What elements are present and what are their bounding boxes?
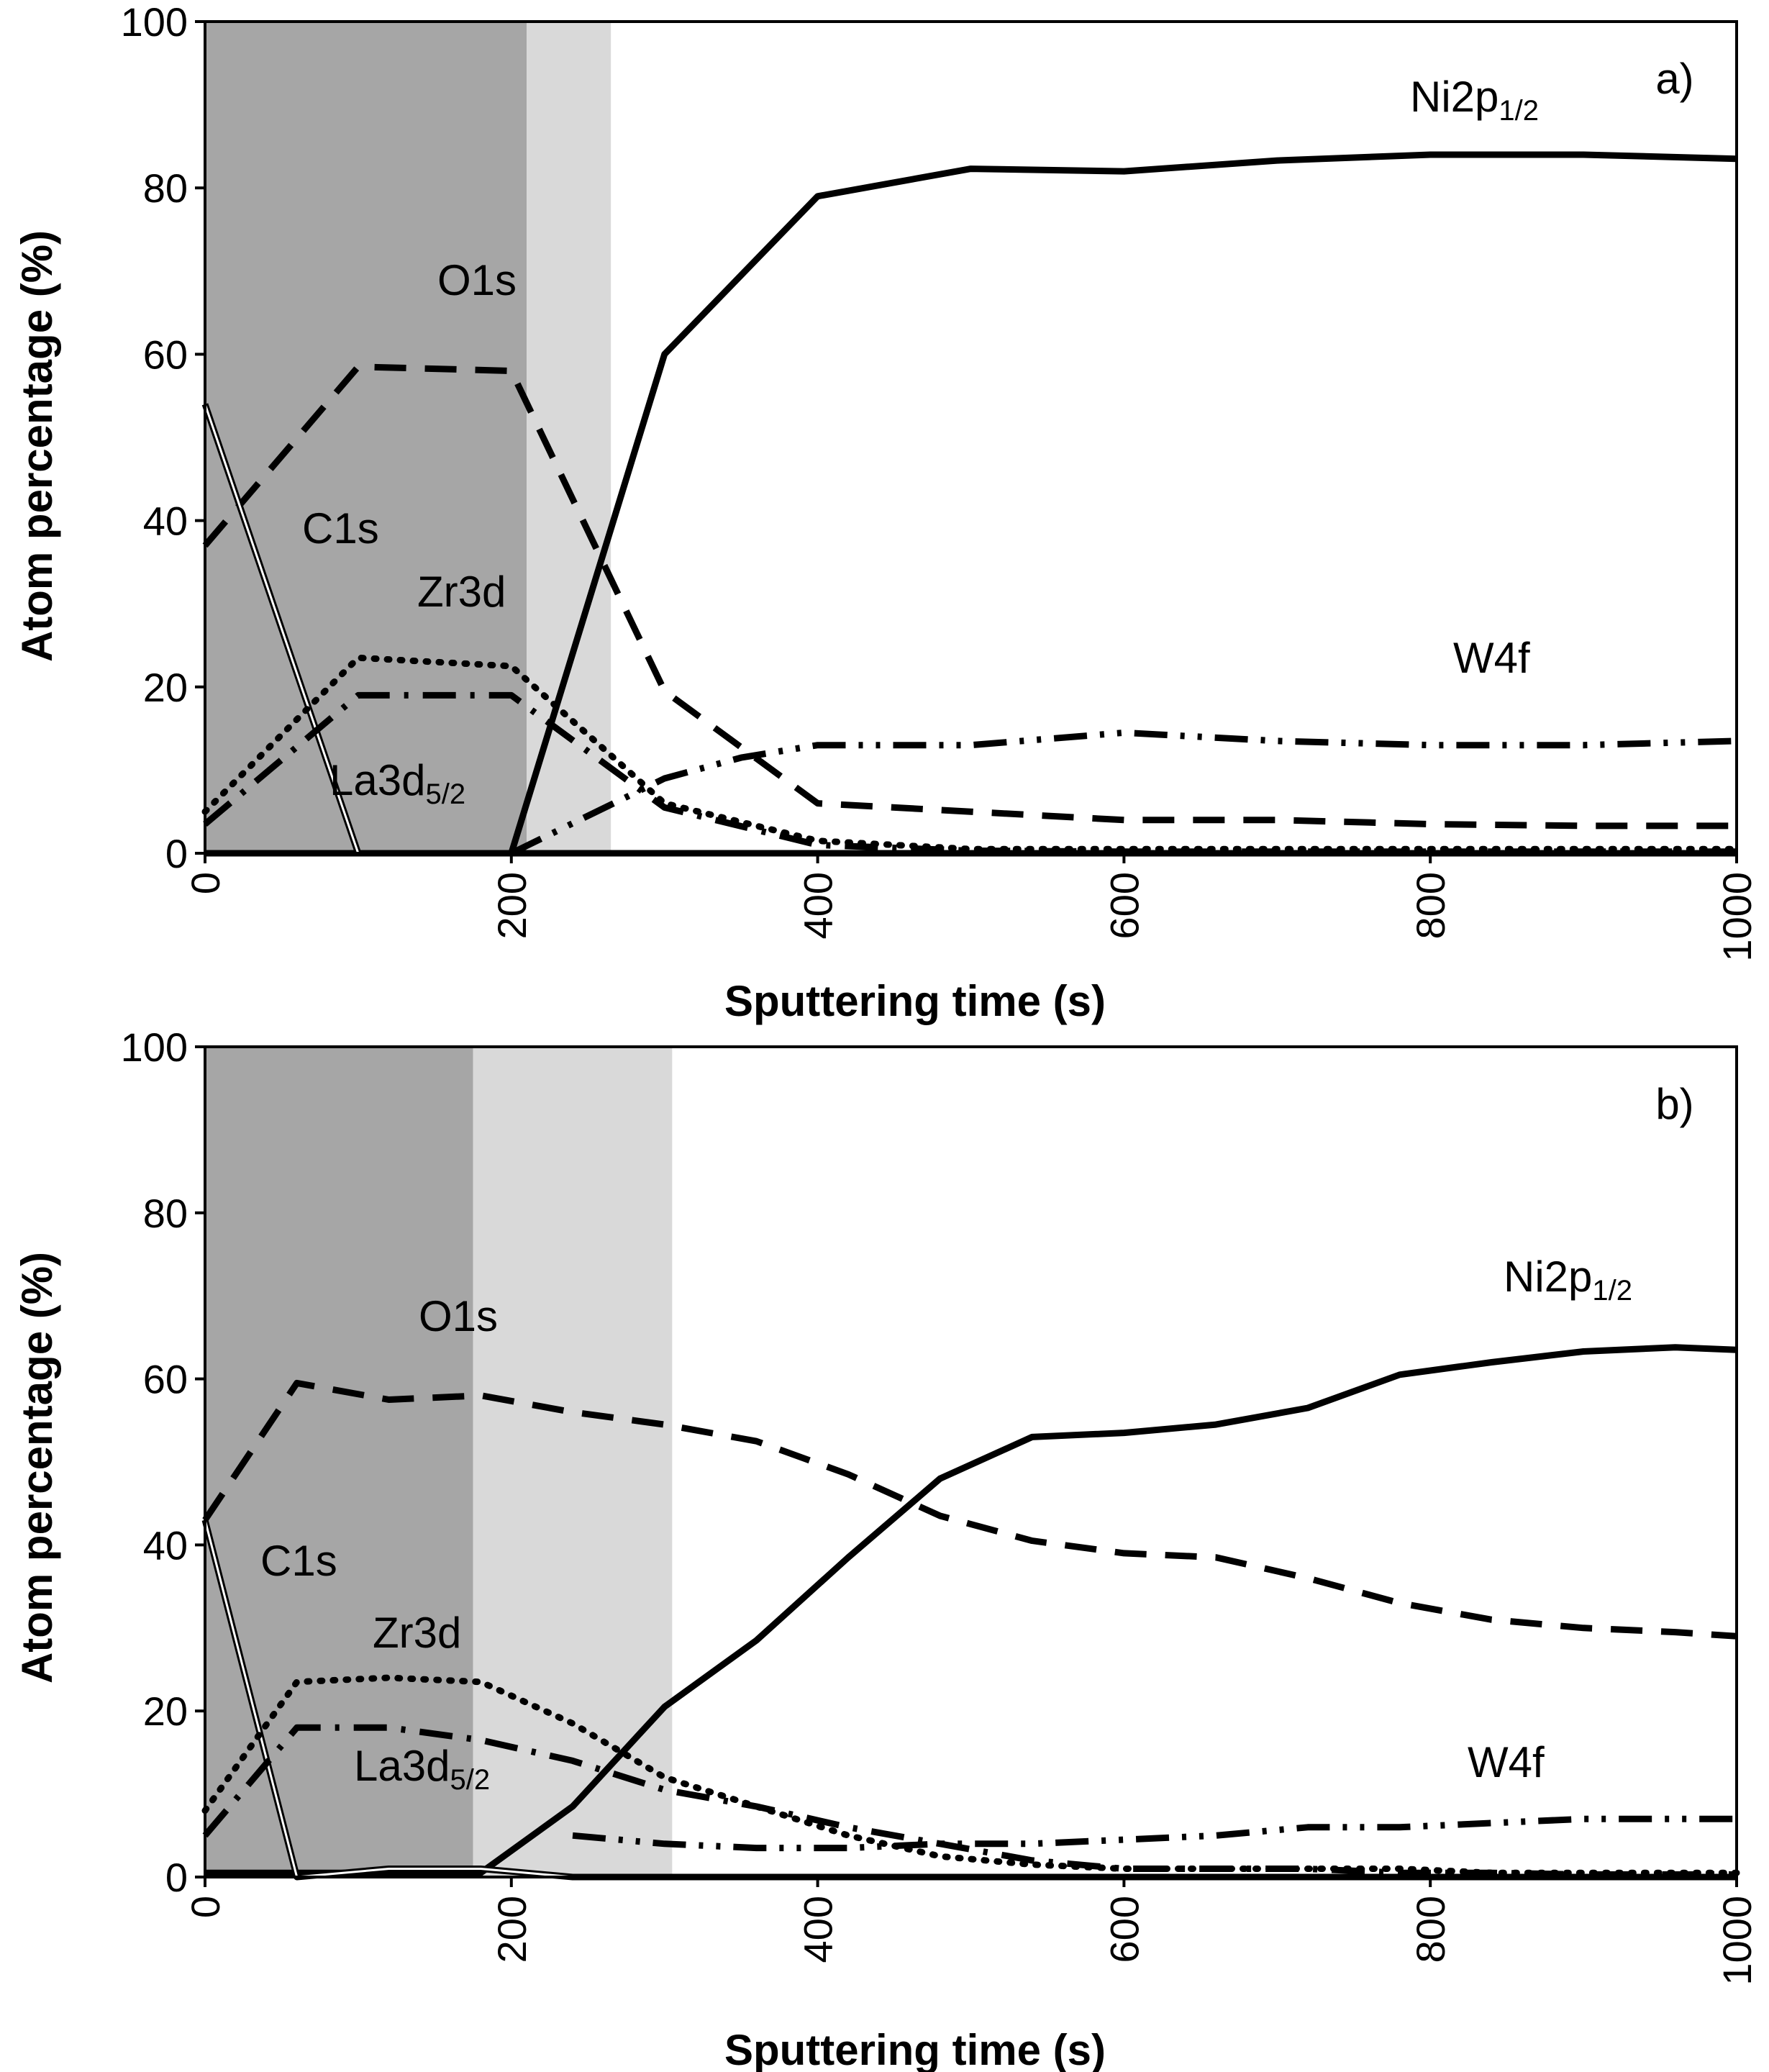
panel-tag: b) [1655, 1080, 1693, 1128]
series-label-c1s: C1s [260, 1537, 337, 1585]
series-zr3d [201, 1674, 1740, 1876]
x-tick-label: 400 [796, 1896, 841, 1963]
series-la3d5-2 [202, 1724, 1737, 1878]
series-label-la3d: La3d5/2 [329, 756, 465, 810]
series-label-w4f: W4f [1468, 1738, 1545, 1786]
y-tick-label: 20 [143, 1689, 188, 1734]
y-tick-label: 80 [143, 165, 188, 211]
shaded-region [205, 22, 527, 853]
y-tick-label: 100 [121, 0, 188, 45]
series-label-ni2p: Ni2p1/2 [1410, 73, 1539, 127]
x-tick-label: 1000 [1714, 1896, 1760, 1986]
y-tick-label: 0 [165, 831, 188, 876]
x-tick-labels: 0 200 400 600 800 1000 [183, 872, 1760, 962]
x-tick-label: 800 [1408, 1896, 1453, 1963]
series-w4f [572, 1815, 1737, 1852]
series-label-zr3d: Zr3d [417, 568, 506, 616]
plot-frame [204, 1045, 1738, 1878]
series-label-la3d: La3d5/2 [354, 1742, 490, 1796]
y-tick-label: 60 [143, 332, 188, 377]
series-o1s [202, 363, 1737, 830]
series-label-ni2p: Ni2p1/2 [1504, 1253, 1632, 1307]
x-tick-label: 0 [183, 1896, 228, 1918]
x-tick-label: 600 [1101, 1896, 1147, 1963]
y-tick-labels: 0 20 40 60 80 100 [121, 0, 188, 876]
plot-frame [204, 20, 1738, 855]
x-axis-title: Sputtering time (s) [724, 977, 1106, 1025]
y-tick-label: 0 [165, 1855, 188, 1900]
series-w4f [509, 729, 1737, 857]
y-tick-label: 40 [143, 1522, 188, 1568]
series-labels: Ni2p1/2 O1s C1s Zr3d La3d5/2 W4f [302, 73, 1539, 810]
x-tick-labels: 0 200 400 600 800 1000 [183, 1896, 1760, 1986]
panel-tag: a) [1655, 55, 1693, 103]
y-tick-label: 40 [143, 499, 188, 544]
series-label-c1s: C1s [302, 504, 379, 553]
x-tick-label: 200 [489, 1896, 535, 1963]
x-tick-label: 0 [183, 872, 228, 894]
y-tick-label: 20 [143, 665, 188, 710]
series-labels: Ni2p1/2 O1s C1s Zr3d La3d5/2 W4f [260, 1253, 1632, 1796]
panel-a: 0 20 40 60 80 100 0 200 400 600 800 1000… [13, 0, 1760, 1025]
y-axis-title: Atom percentage (%) [13, 1252, 61, 1684]
y-axis-title: Atom percentage (%) [13, 230, 61, 662]
series-la3d5-2 [203, 691, 1737, 855]
panel-b: 0 20 40 60 80 100 0 200 400 600 800 1000… [13, 1024, 1760, 2072]
series-label-o1s: O1s [437, 256, 517, 304]
x-axis-title: Sputtering time (s) [724, 2026, 1106, 2072]
series-label-w4f: W4f [1453, 634, 1530, 682]
series-o1s [202, 1379, 1737, 1640]
shaded-regions [205, 22, 611, 853]
series-ni2p1-2 [205, 1344, 1737, 1876]
x-tick-label: 800 [1408, 872, 1453, 939]
series-label-zr3d: Zr3d [373, 1609, 461, 1657]
x-tick-label: 1000 [1714, 872, 1760, 962]
x-tick-label: 400 [796, 872, 841, 939]
x-tick-label: 200 [489, 872, 535, 939]
y-tick-labels: 0 20 40 60 80 100 [121, 1024, 188, 1900]
series-label-o1s: O1s [419, 1292, 498, 1340]
y-tick-label: 100 [121, 1024, 188, 1070]
x-tick-label: 600 [1101, 872, 1147, 939]
axis-ticks [195, 20, 1738, 863]
axis-ticks [195, 1045, 1738, 1887]
series-ni2p1-2 [205, 151, 1737, 857]
y-tick-label: 80 [143, 1191, 188, 1236]
shaded-region [205, 1047, 473, 1877]
shaded-region [527, 22, 611, 853]
series-zr3d [201, 654, 1740, 853]
shaded-region [473, 1047, 673, 1877]
y-tick-label: 60 [143, 1357, 188, 1402]
